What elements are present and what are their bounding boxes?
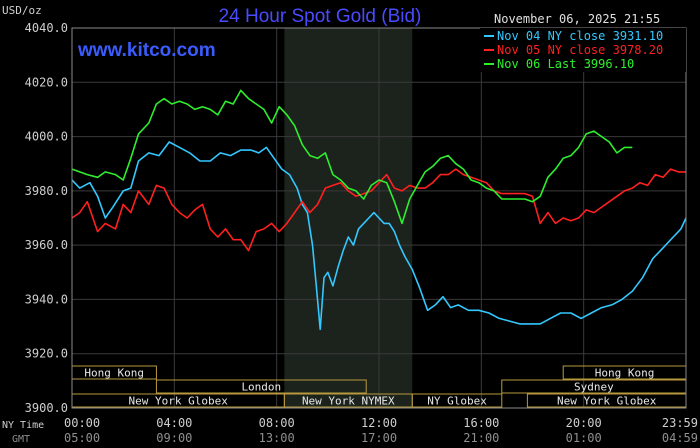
shaded-session [284, 28, 413, 408]
x-tick-label-gmt: 04:59 [662, 431, 698, 445]
x-tick-label-gmt: 09:00 [156, 431, 192, 445]
y-tick-label: 4040.0 [25, 21, 68, 35]
legend-box [480, 28, 686, 72]
x-tick-label-gmt: 05:00 [64, 431, 100, 445]
gmt-row-label: GMT [12, 434, 30, 445]
date-label: November 06, 2025 21:55 [494, 12, 660, 26]
x-tick-label-ny: 00:00 [64, 416, 100, 430]
x-tick-label-gmt: 17:00 [361, 431, 397, 445]
market-session-label: Hong Kong [595, 367, 655, 380]
unit-label: USD/oz [2, 4, 42, 17]
y-tick-label: 3960.0 [25, 238, 68, 252]
x-tick-label-gmt: 01:00 [566, 431, 602, 445]
legend-entry: Nov 05 NY close 3978.20 [497, 43, 663, 57]
legend-entry: Nov 04 NY close 3931.10 [497, 29, 663, 43]
x-tick-label-gmt: 13:00 [259, 431, 295, 445]
x-tick-label-ny: 16:00 [463, 416, 499, 430]
x-tick-label-ny: 12:00 [361, 416, 397, 430]
market-session-label: London [241, 381, 281, 394]
market-session-box [155, 379, 367, 394]
market-session-label: NY Globex [427, 395, 487, 408]
legend-entry: Nov 06 Last 3996.10 [497, 57, 634, 71]
ny-time-row-label: NY Time [2, 420, 44, 431]
series-line [71, 141, 687, 331]
y-tick-label: 3900.0 [25, 401, 68, 415]
chart-title: 24 Hour Spot Gold (Bid) [219, 6, 422, 27]
market-session-label: New York Globex [557, 395, 657, 408]
watermark: www.kitco.com [77, 40, 216, 61]
market-session-label: Hong Kong [84, 367, 144, 380]
market-session-label: New York NYMEX [302, 395, 395, 408]
y-tick-label: 3920.0 [25, 347, 68, 361]
series-line [71, 89, 633, 225]
series-line [71, 168, 686, 252]
market-session-label: Sydney [574, 381, 614, 394]
market-session-box [411, 393, 503, 408]
x-tick-label-ny: 08:00 [259, 416, 295, 430]
x-tick-label-ny: 23:59 [662, 416, 698, 430]
x-tick-label-gmt: 21:00 [463, 431, 499, 445]
x-tick-label-ny: 04:00 [156, 416, 192, 430]
y-tick-label: 4000.0 [25, 130, 68, 144]
y-tick-label: 3940.0 [25, 292, 68, 306]
plot-frame [71, 27, 687, 409]
y-tick-label: 3980.0 [25, 184, 68, 198]
x-tick-label-ny: 20:00 [566, 416, 602, 430]
y-tick-label: 4020.0 [25, 75, 68, 89]
market-session-label: New York Globex [128, 395, 228, 408]
